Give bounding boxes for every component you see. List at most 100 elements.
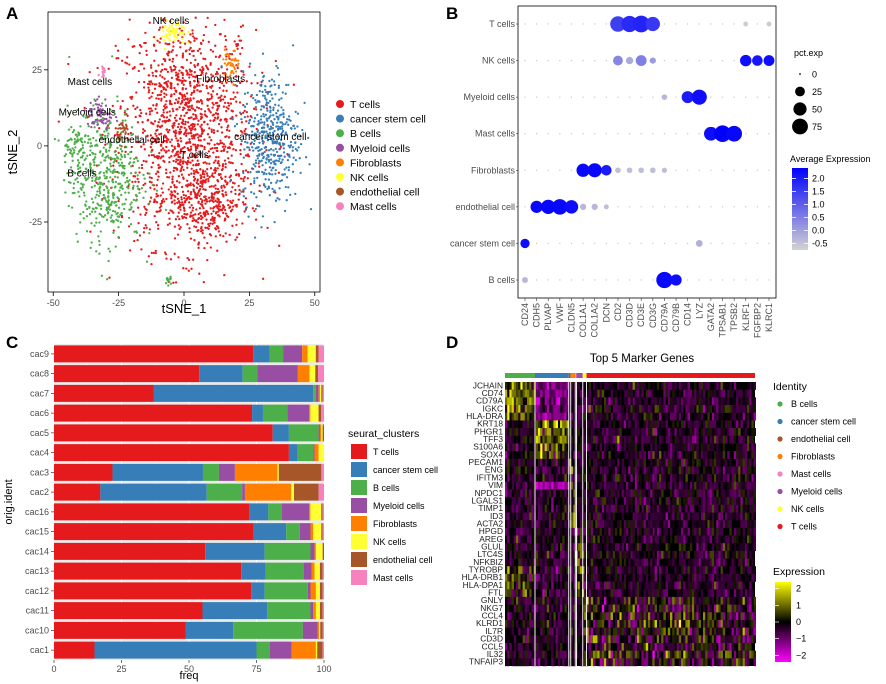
heatmap-cell: [641, 497, 644, 506]
dotplot-row-cancer-stem-cell: cancer stem cell: [450, 238, 515, 248]
heatmap-cell: [599, 389, 602, 398]
dotplot-size-label: 25: [812, 87, 822, 97]
tsne-point: [175, 152, 178, 155]
dotplot-dot-empty: [698, 133, 700, 135]
dotplot-dot-empty: [768, 279, 770, 281]
tsne-point: [141, 62, 144, 66]
tsne-point: [69, 166, 73, 169]
tsne-point: [219, 33, 222, 36]
tsne-point: [261, 170, 264, 174]
tsne-point: [206, 66, 209, 69]
tsne-point: [119, 105, 122, 108]
bar-segment-b-cells: [256, 641, 270, 659]
heatmap-cell: [648, 451, 651, 459]
tsne-point: [130, 126, 134, 129]
heatmap-cell: [612, 512, 616, 521]
tsne-point: [185, 216, 188, 220]
heatmap-cell: [544, 458, 547, 467]
heatmap-cell: [716, 435, 719, 444]
tsne-point: [183, 103, 187, 106]
tsne-point: [191, 183, 195, 186]
heatmap-cell: [505, 397, 508, 406]
tsne-point: [287, 168, 290, 172]
tsne-point: [217, 142, 220, 146]
tsne-point: [187, 116, 191, 120]
heatmap-cell: [711, 481, 715, 490]
tsne-point: [214, 44, 217, 47]
heatmap-cell: [716, 397, 719, 406]
tsne-point: [111, 157, 114, 160]
heatmap-cell: [716, 443, 719, 452]
tsne-point: [148, 83, 152, 86]
heatmap-cell: [637, 489, 640, 498]
heatmap-cell: [727, 504, 730, 513]
tsne-point: [162, 155, 165, 158]
bar-y-tick-label: cac13: [25, 566, 49, 576]
heatmap-cell: [716, 428, 719, 436]
tsne-point: [192, 133, 195, 137]
dotplot-colorbar-label: 1.0: [812, 199, 825, 209]
dotplot-size-label: 75: [812, 122, 822, 132]
heatmap-cell: [535, 420, 539, 429]
tsne-point: [79, 125, 82, 128]
heatmap-cell: [736, 466, 739, 475]
tsne-point: [254, 105, 257, 109]
tsne-point: [242, 190, 245, 193]
tsne-point: [126, 180, 130, 183]
heatmap-cell: [615, 497, 618, 506]
heatmap-cell: [744, 504, 748, 513]
tsne-point: [204, 202, 207, 205]
heatmap-cell: [553, 481, 556, 490]
tsne-point: [116, 49, 120, 52]
tsne-point: [119, 220, 122, 224]
heatmap-cell: [555, 412, 558, 421]
tsne-point: [199, 176, 203, 179]
heatmap-cell: [645, 412, 649, 421]
tsne-point: [222, 58, 225, 61]
heatmap-cell: [654, 451, 657, 459]
bar-x-tick-label: 75: [251, 664, 261, 674]
heatmap-cell: [538, 443, 541, 452]
tsne-point: [201, 205, 204, 208]
tsne-point: [179, 117, 182, 120]
heatmap-cell: [595, 382, 598, 390]
tsne-point: [216, 149, 219, 153]
heatmap-cell: [593, 504, 596, 513]
tsne-point: [155, 129, 158, 132]
tsne-point: [232, 91, 235, 94]
tsne-point: [260, 147, 263, 151]
tsne-point: [223, 147, 226, 151]
tsne-point: [281, 91, 284, 94]
heatmap-cell: [656, 466, 660, 475]
tsne-point: [158, 84, 161, 88]
heatmap-cell: [564, 382, 567, 390]
tsne-point: [238, 81, 242, 85]
heatmap-cell: [637, 420, 640, 429]
heatmap-cell: [667, 435, 671, 444]
heatmap-cell: [659, 474, 662, 482]
heatmap-cell: [557, 504, 561, 513]
heatmap-cell: [513, 382, 517, 390]
heatmap-cell: [540, 481, 543, 490]
tsne-point: [146, 119, 149, 122]
tsne-point: [176, 215, 179, 218]
tsne-point: [136, 106, 139, 109]
dotplot-dot: [615, 167, 621, 174]
tsne-point: [142, 231, 146, 234]
tsne-point: [91, 122, 94, 125]
tsne-point: [191, 209, 194, 212]
bar-y-tick-label: cac4: [30, 448, 49, 458]
tsne-point: [177, 256, 180, 259]
tsne-point: [287, 144, 290, 147]
heatmap-cell: [703, 443, 706, 452]
tsne-point: [246, 177, 249, 180]
tsne-point: [248, 119, 251, 122]
heatmap-cell: [505, 451, 508, 459]
tsne-label-myeloid-cells: Myeloid cells: [59, 107, 116, 118]
tsne-point: [97, 194, 101, 197]
tsne-point: [165, 93, 168, 96]
tsne-point: [105, 206, 108, 209]
heatmap-cell: [634, 512, 638, 521]
heatmap-cell: [522, 481, 525, 490]
heatmap-cell: [538, 435, 541, 444]
